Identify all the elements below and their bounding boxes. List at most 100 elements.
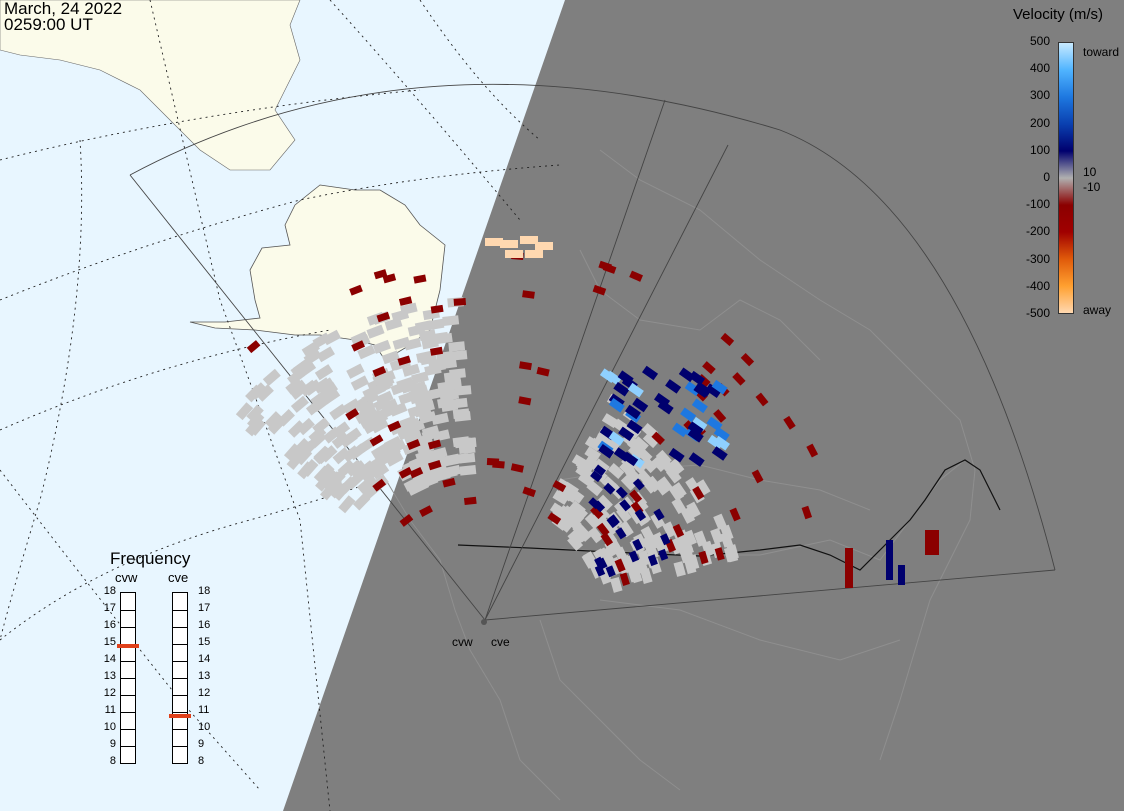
scatter-cell [618, 426, 635, 442]
frequency-gridline [121, 678, 135, 679]
scatter-cell [587, 526, 604, 544]
frequency-tick: 17 [198, 602, 211, 614]
scatter-cell [256, 384, 274, 402]
scatter-cell [518, 396, 532, 406]
frequency-tick: 15 [198, 636, 211, 648]
scatter-cell [398, 466, 413, 479]
scatter-cell [621, 556, 635, 573]
scatter-cell [332, 482, 350, 501]
scatter-cell [740, 352, 755, 367]
frequency-tick: 12 [103, 687, 116, 699]
scatter-cell [660, 533, 671, 546]
colorbar-tick: 200 [1029, 115, 1050, 130]
frequency-gridline [173, 678, 187, 679]
scatter-cell [680, 507, 696, 524]
scatter-cell [346, 363, 365, 379]
scatter-cell [698, 550, 709, 565]
scatter-cell [732, 372, 746, 386]
scatter-cell [297, 417, 315, 436]
scatter-cell [687, 428, 704, 443]
scatter-cell [316, 377, 335, 394]
frequency-gridline [121, 627, 135, 628]
scatter-cell [373, 396, 392, 412]
scatter-cell [671, 482, 687, 499]
scatter-cell [705, 383, 722, 398]
frequency-gridline [121, 729, 135, 730]
radar-label-cvw: cvw [452, 635, 473, 649]
scatter-cell [287, 420, 306, 438]
scatter-cell [264, 411, 283, 429]
fov-outlines [129, 83, 1056, 621]
radar-label-cve: cve [491, 635, 510, 649]
scatter-cell [593, 464, 606, 477]
scatter-cell [245, 384, 263, 403]
scatter-cell [369, 434, 384, 447]
scatter-cell [571, 504, 589, 520]
scatter-cell [613, 381, 630, 397]
scatter-cell [711, 446, 728, 461]
scatter-cell [729, 507, 741, 522]
scatter-cell [629, 567, 643, 584]
frequency-gridline [121, 712, 135, 713]
colorbar-tick: -500 [1025, 306, 1050, 320]
scatter-cell [693, 530, 708, 547]
frequency-marker-cvw [117, 644, 139, 649]
scatter-cell [547, 512, 562, 525]
scatter-cell [519, 361, 532, 371]
scatter-cell [598, 260, 613, 272]
scatter-cell [605, 370, 622, 386]
scatter-cell [440, 400, 459, 413]
scatter-cell [651, 431, 665, 445]
scatter-cell [845, 548, 853, 588]
scatter-cell [428, 459, 442, 471]
scatter-cell [430, 304, 444, 314]
scatter-cell [692, 486, 705, 500]
scatter-cell [313, 445, 332, 464]
siberia-landmass [0, 0, 301, 171]
scatter-cell [248, 417, 266, 436]
scatter-cell [641, 477, 658, 494]
scatter-cell [608, 431, 625, 446]
scatter-cell [672, 422, 689, 438]
scatter-cell [642, 365, 659, 381]
scatter-cell [406, 439, 421, 450]
colorbar-tick: -400 [1025, 278, 1050, 293]
scatter-cell [695, 382, 712, 397]
scatter-cell [925, 530, 939, 555]
scatter-cell [360, 466, 379, 484]
scatter-cell [409, 467, 424, 479]
scatter-cell [608, 514, 620, 527]
scatter-cell [372, 365, 387, 378]
scatter-cell [689, 370, 706, 386]
scatter-cell [596, 522, 610, 537]
scatter-cell [442, 315, 460, 326]
scatter-cell [372, 339, 391, 354]
scatter-cell [632, 397, 649, 413]
scatter-cell [348, 460, 367, 478]
scatter-cell [605, 565, 616, 578]
scatter-cell [567, 508, 585, 525]
scatter-cell [315, 473, 333, 492]
scatter-cell [458, 443, 476, 455]
scatter-cell [314, 364, 334, 381]
colorbar-tick: -300 [1025, 251, 1050, 266]
scatter-cell [448, 341, 466, 352]
scatter-cell [671, 497, 687, 515]
scatter-cell [403, 476, 422, 492]
radar-site-marker [481, 619, 487, 625]
colorbar-tick: -200 [1025, 224, 1050, 239]
scatter-cell [411, 371, 429, 385]
scatter-cell [713, 513, 727, 531]
colorbar-toward-label: toward [1083, 45, 1120, 59]
frequency-tick: 13 [198, 670, 211, 682]
frequency-title: Frequency [110, 549, 191, 568]
scatter-cell [619, 572, 630, 586]
scatter-cell [385, 451, 404, 467]
frequency-tick: 16 [103, 619, 116, 631]
scatter-cell [440, 466, 458, 480]
frequency-marker-cve [169, 714, 191, 719]
scatter-cell [505, 250, 523, 258]
scatter-cell [403, 337, 422, 351]
colorbar-tick: 100 [1029, 142, 1050, 157]
